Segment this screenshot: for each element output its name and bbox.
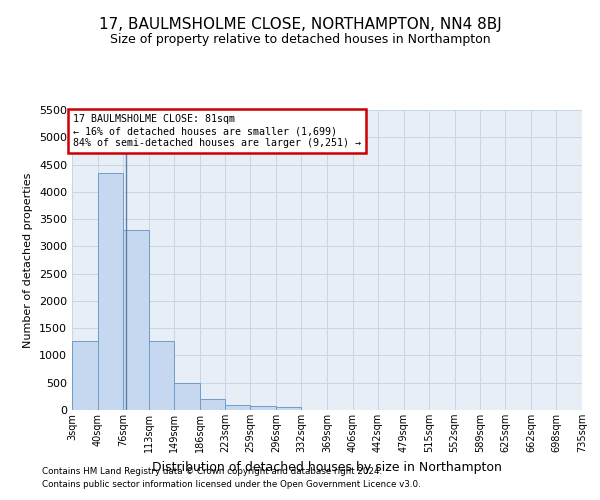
Bar: [123, 230, 149, 410]
Bar: [98, 172, 123, 410]
X-axis label: Distribution of detached houses by size in Northampton: Distribution of detached houses by size …: [152, 460, 502, 473]
Text: Contains public sector information licensed under the Open Government Licence v3: Contains public sector information licen…: [42, 480, 421, 489]
Text: 17, BAULMSHOLME CLOSE, NORTHAMPTON, NN4 8BJ: 17, BAULMSHOLME CLOSE, NORTHAMPTON, NN4 …: [98, 18, 502, 32]
Bar: [174, 384, 199, 410]
Y-axis label: Number of detached properties: Number of detached properties: [23, 172, 34, 348]
Text: 17 BAULMSHOLME CLOSE: 81sqm
← 16% of detached houses are smaller (1,699)
84% of : 17 BAULMSHOLME CLOSE: 81sqm ← 16% of det…: [73, 114, 361, 148]
Text: Contains HM Land Registry data © Crown copyright and database right 2024.: Contains HM Land Registry data © Crown c…: [42, 467, 382, 476]
Text: Size of property relative to detached houses in Northampton: Size of property relative to detached ho…: [110, 32, 490, 46]
Bar: [250, 406, 276, 410]
Bar: [276, 407, 301, 410]
Bar: [149, 342, 174, 410]
Bar: [225, 405, 250, 410]
Bar: [199, 398, 225, 410]
Bar: [72, 342, 98, 410]
